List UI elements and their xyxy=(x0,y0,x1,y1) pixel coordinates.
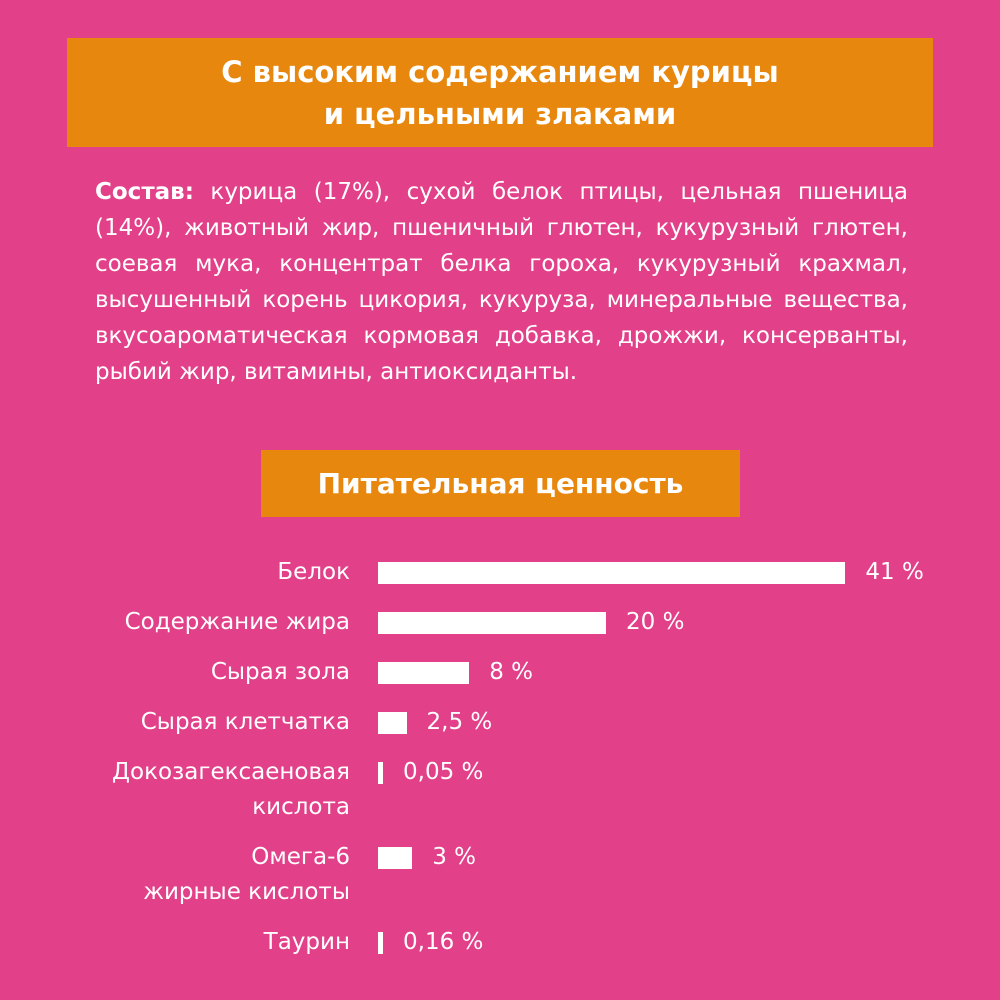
value-label: 0,05 % xyxy=(403,759,484,785)
category-label: Содержание жира xyxy=(124,609,350,635)
value-label: 2,5 % xyxy=(426,709,493,735)
composition-text: курица (17%), сухой белок птицы, цельная… xyxy=(95,179,908,385)
bar-row: Сырая зола 8 % xyxy=(0,655,1000,690)
category-label: Сырая зола xyxy=(210,659,350,685)
bar-wrap: 0,16 % xyxy=(378,925,483,960)
bar-wrap: 8 % xyxy=(378,655,533,690)
value-label: 3 % xyxy=(432,844,476,870)
bar-row: Белок 41 % xyxy=(0,555,1000,590)
bar-wrap: 0,05 % xyxy=(378,755,483,790)
header-title: С высоким содержанием курицы и цельными … xyxy=(67,38,933,147)
bar-wrap: 2,5 % xyxy=(378,705,492,740)
bar xyxy=(378,661,470,684)
bar-wrap: 41 % xyxy=(378,555,924,590)
category-label: Омега-6 жирные кислоты xyxy=(143,844,350,905)
bar-wrap: 3 % xyxy=(378,840,476,875)
bar-row: Сырая клетчатка 2,5 % xyxy=(0,705,1000,740)
bar-row: Содержание жира 20 % xyxy=(0,605,1000,640)
bar-row: Докозагексаеновая кислота 0,05 % xyxy=(0,755,1000,825)
composition: Состав: курица (17%), сухой белок птицы,… xyxy=(95,174,908,390)
bar-row: Таурин 0,16 % xyxy=(0,925,1000,960)
category-label: Белок xyxy=(277,559,350,585)
bar xyxy=(378,761,383,784)
bar xyxy=(378,561,846,584)
bar-row: Омега-6 жирные кислоты 3 % xyxy=(0,840,1000,910)
value-label: 0,16 % xyxy=(403,929,484,955)
chart-title: Питательная ценность xyxy=(261,450,740,517)
category-label: Таурин xyxy=(263,929,350,955)
value-label: 8 % xyxy=(489,659,533,685)
bar xyxy=(378,611,606,634)
bar xyxy=(378,931,383,954)
category-label: Сырая клетчатка xyxy=(140,709,350,735)
chart: Белок 41 % Содержание жира 20 % Сырая зола 8 … xyxy=(0,555,1000,975)
composition-label: Состав: xyxy=(95,179,194,205)
value-label: 20 % xyxy=(626,609,685,635)
value-label: 41 % xyxy=(865,559,924,585)
bar xyxy=(378,711,407,734)
bar-wrap: 20 % xyxy=(378,605,684,640)
bar xyxy=(378,846,413,869)
category-label: Докозагексаеновая кислота xyxy=(112,759,350,820)
